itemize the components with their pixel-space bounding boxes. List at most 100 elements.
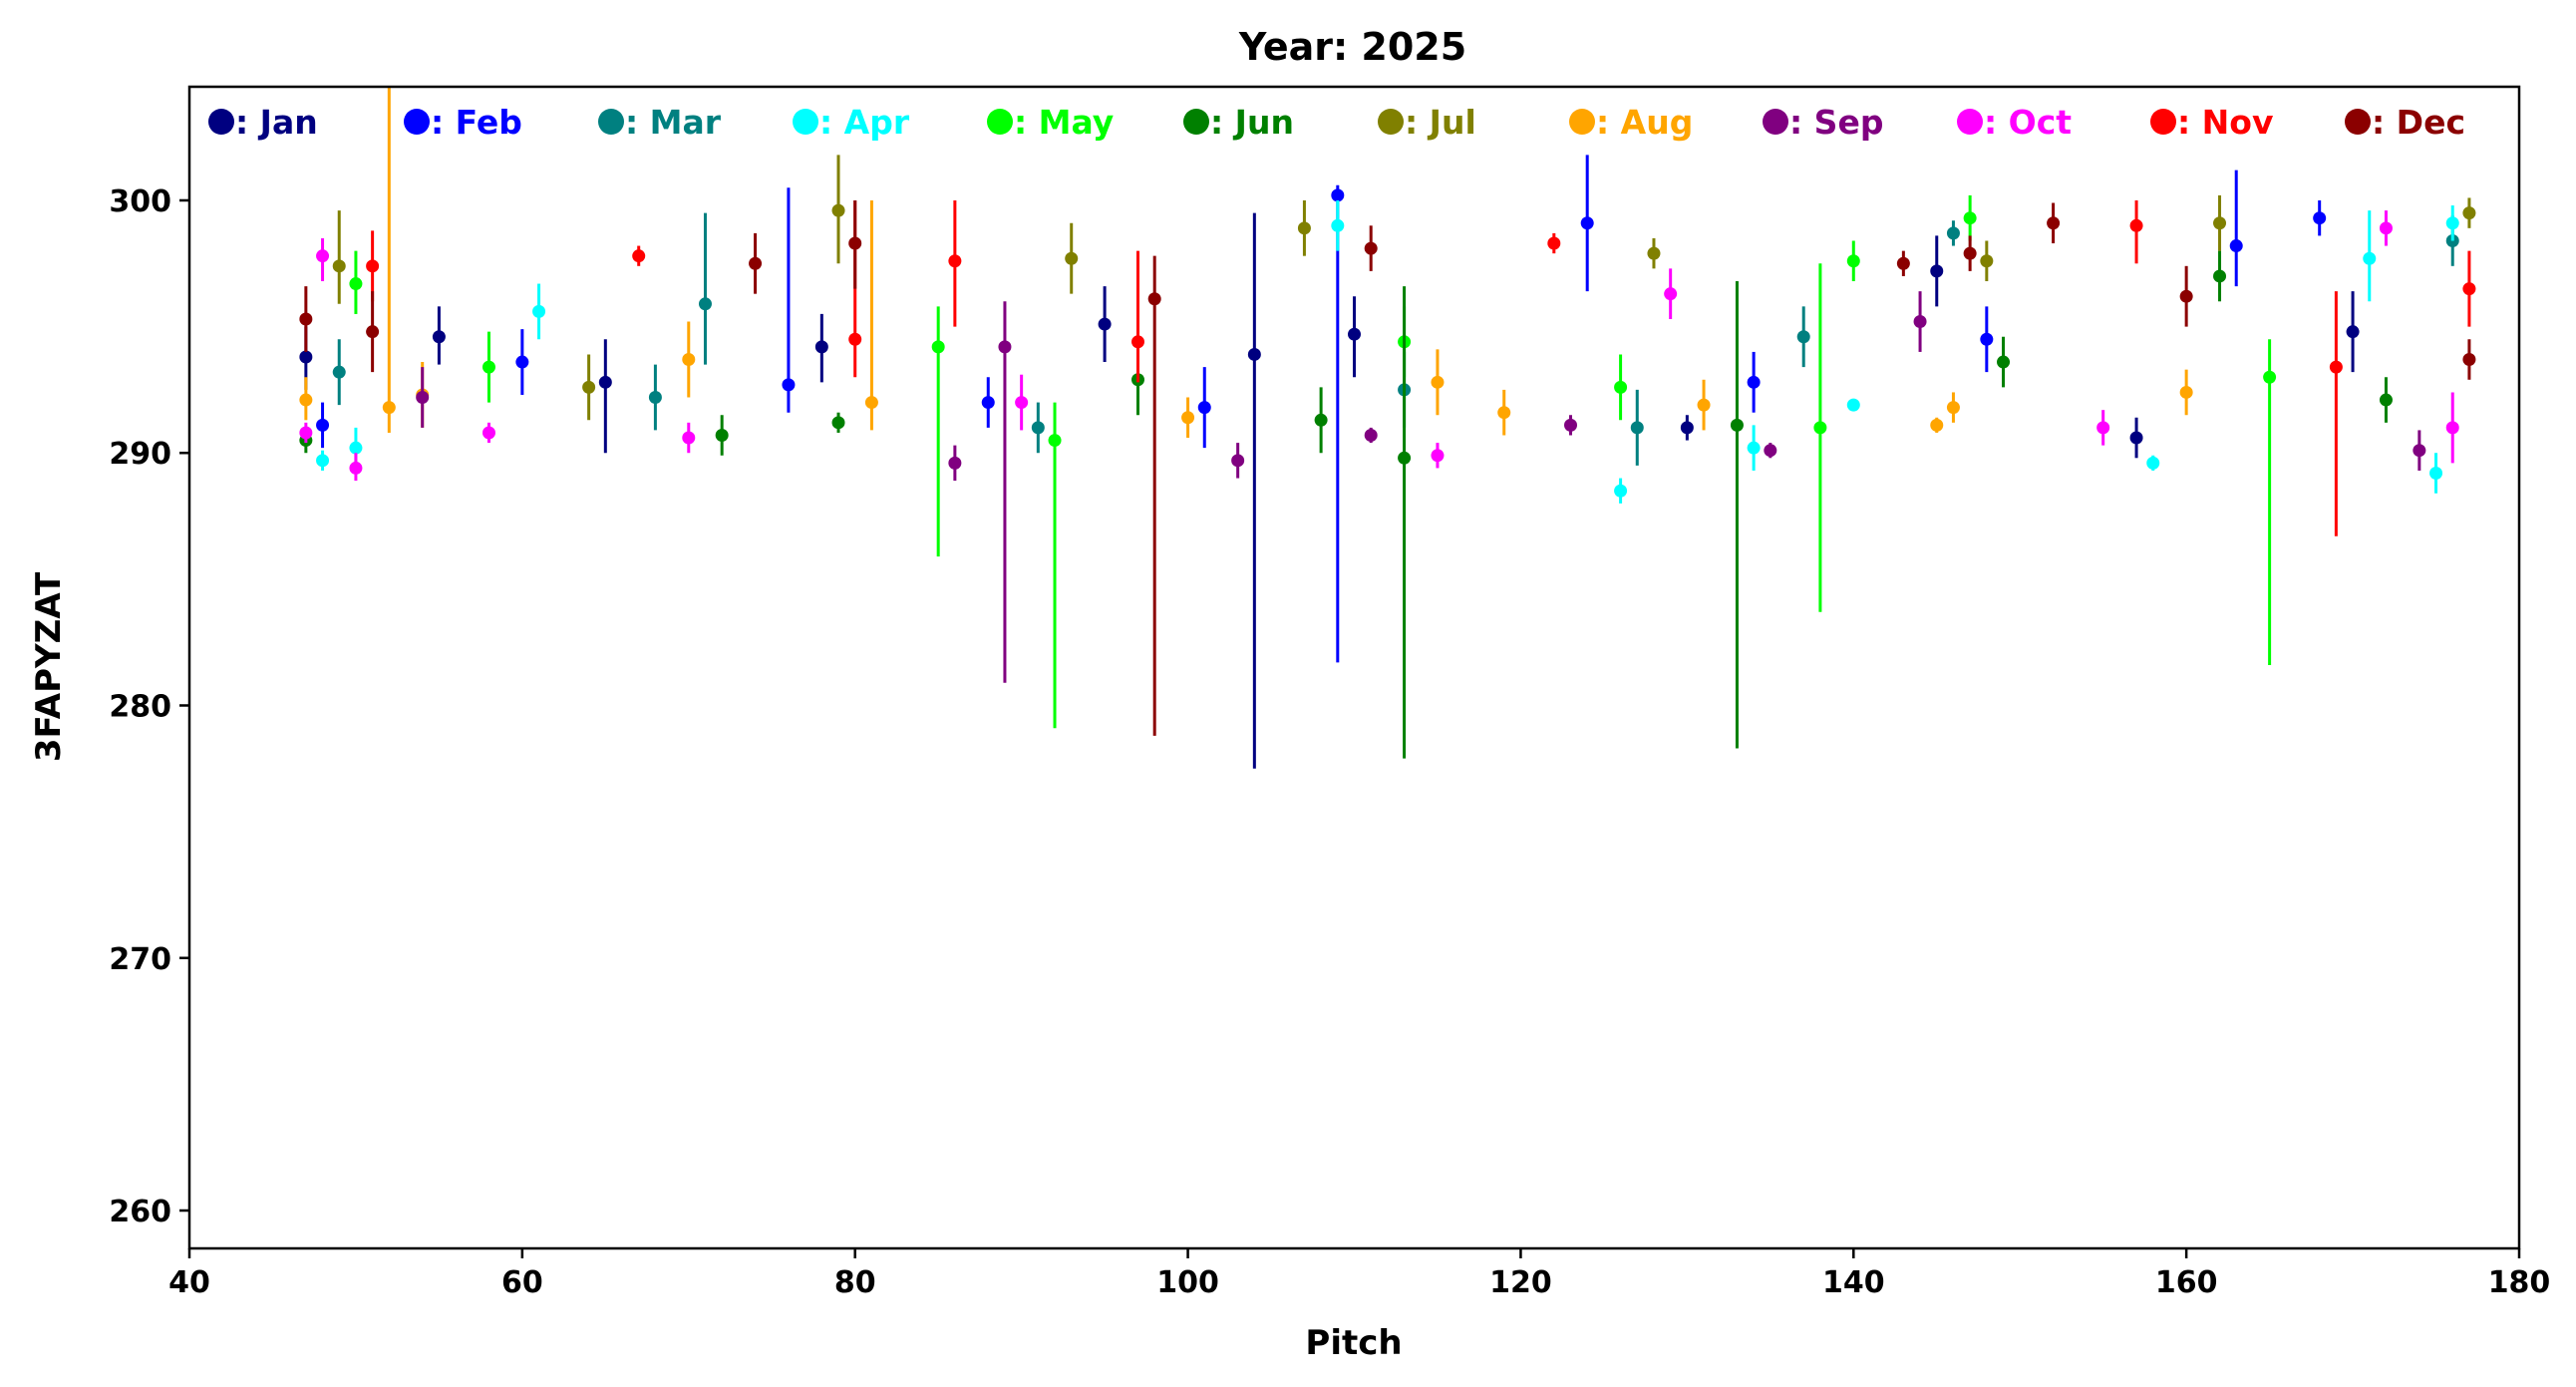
data-point [931,340,945,354]
data-point [2213,269,2227,283]
data-point [1348,327,1361,341]
data-point [349,441,363,455]
series-4 [316,199,2459,504]
legend-label: : May [1014,103,1114,142]
x-tick-label: 60 [501,1265,543,1300]
data-point [1364,241,1378,255]
data-point [715,429,729,442]
legend-item: : Oct [1957,103,2072,142]
x-tick-label: 120 [1489,1265,1552,1300]
data-point [2096,421,2110,435]
data-point [482,360,495,374]
data-point [1647,246,1661,260]
data-point [1697,398,1711,412]
data-point [332,259,346,273]
y-axis: 260 270 280 290 300 [109,184,189,1229]
data-point [1946,401,1960,415]
data-point [2129,218,2143,232]
data-point [814,340,828,354]
legend-item: : Apr [793,103,910,142]
data-point [2047,216,2061,230]
data-point [2179,289,2193,303]
data-point [848,236,862,250]
data-point [1015,396,1029,410]
legend-label: : Feb [431,103,522,142]
x-tick-label: 180 [2488,1265,2551,1300]
data-point [648,391,662,405]
data-point [1630,421,1644,435]
y-tick-label: 300 [109,184,171,219]
legend-item: : Jun [1183,103,1294,142]
data-point [998,340,1012,354]
data-point [2462,353,2476,367]
data-point [682,431,696,445]
data-point [848,332,862,346]
legend-label: : Mar [625,103,722,142]
data-point [1431,449,1445,463]
data-point [1398,451,1412,465]
data-point [2379,221,2393,235]
data-point [1048,434,1062,448]
legend-label: : Jun [1210,103,1294,142]
data-point [2429,466,2443,480]
data-point [1680,421,1694,435]
y-tick-label: 270 [109,942,171,977]
y-tick-label: 280 [109,689,171,724]
legend-item: : Nov [2150,103,2274,142]
legend-item: : Jan [208,103,318,142]
legend-marker [208,109,234,135]
data-point [1980,254,1994,268]
data-point [2363,251,2377,265]
series-9 [416,291,2426,683]
data-point [1614,380,1628,394]
legend-marker [2345,109,2371,135]
data-point [1930,264,1944,278]
data-point [1963,211,1977,225]
data-point [1913,315,1927,329]
data-point [2329,360,2343,374]
x-axis: 40 60 80 100 120 140 160 180 [168,1248,2550,1300]
series-1 [299,212,2360,769]
data-point [1331,218,1345,232]
series-10 [299,210,2459,482]
legend-item: : Feb [404,103,522,142]
data-point [1580,216,1594,230]
data-point [948,254,962,268]
data-point [299,426,313,440]
data-point [1846,254,1860,268]
data-point [1813,421,1827,435]
data-point [2313,211,2327,225]
data-point [2462,282,2476,296]
legend-label: : Jan [235,103,318,142]
data-point [782,378,796,392]
x-axis-label: Pitch [1305,1323,1402,1363]
data-point [1547,236,1561,250]
data-point [1147,292,1161,306]
legend-item: : Mar [598,103,722,142]
data-point [2229,239,2243,253]
data-point [632,249,646,263]
data-point [2413,444,2426,458]
data-point [948,456,962,470]
legend-marker [1569,109,1595,135]
data-point [366,259,380,273]
data-point [1231,454,1245,468]
data-point [1963,246,1977,260]
series-2 [316,155,2327,663]
data-point [2146,456,2160,470]
legend-marker [2150,109,2176,135]
data-point [366,325,380,339]
legend-label: : Apr [819,103,910,142]
x-tick-label: 40 [168,1265,210,1300]
data-point [2462,206,2476,220]
data-point [1065,251,1079,265]
data-point [2445,421,2459,435]
data-point [2379,393,2393,407]
legend-label: : Nov [2177,103,2274,142]
data-point [2263,370,2277,384]
data-point [1930,418,1944,432]
data-point [2129,431,2143,445]
legend-marker [793,109,818,135]
